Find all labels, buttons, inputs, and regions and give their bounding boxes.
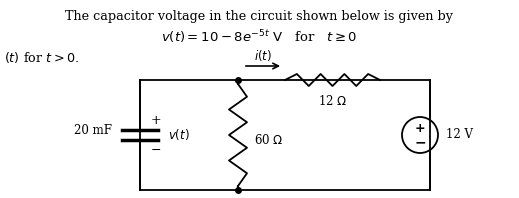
Text: 12 $\Omega$: 12 $\Omega$ — [318, 94, 347, 108]
Text: 20 mF: 20 mF — [74, 125, 112, 137]
Text: The capacitor voltage in the circuit shown below is given by: The capacitor voltage in the circuit sho… — [65, 10, 453, 23]
Text: $v(t)$: $v(t)$ — [168, 128, 190, 143]
Text: $(t)$ for $t > 0.$: $(t)$ for $t > 0.$ — [4, 50, 79, 65]
Text: $v(t) = 10 - 8e^{-5t}\ \mathrm{V}$   for   $t \geq 0$: $v(t) = 10 - 8e^{-5t}\ \mathrm{V}$ for $… — [161, 28, 357, 46]
Text: 12 V: 12 V — [446, 129, 473, 142]
Text: +: + — [415, 122, 425, 134]
Text: 60 $\Omega$: 60 $\Omega$ — [254, 133, 283, 147]
Text: $i(t)$: $i(t)$ — [254, 48, 272, 63]
Text: −: − — [414, 135, 426, 149]
Text: −: − — [151, 144, 161, 156]
Text: +: + — [151, 113, 161, 127]
